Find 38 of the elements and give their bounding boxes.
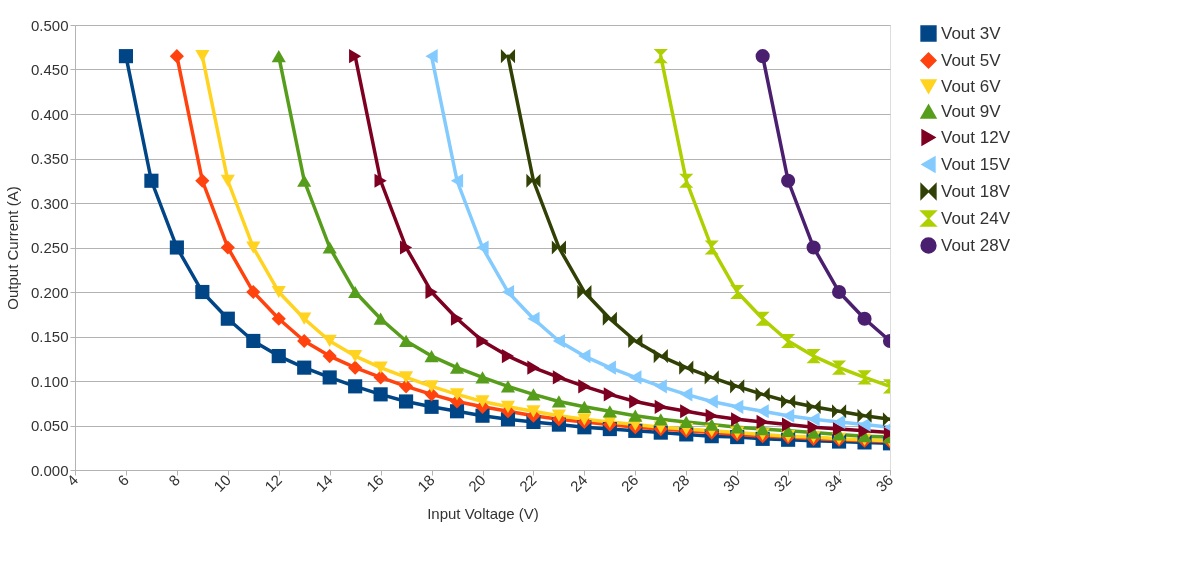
legend-label: Vout 28V: [941, 235, 1011, 255]
x-tick-label: 10: [210, 471, 234, 495]
y-tick-label: 0.000: [30, 461, 69, 479]
y-tick-label: 0.250: [30, 239, 69, 256]
x-tick-label: 14: [312, 471, 336, 495]
x-tick-label: 28: [668, 471, 693, 495]
x-tick-label: 26: [617, 471, 642, 495]
x-tick-label: 18: [413, 471, 438, 495]
x-tick-label: 8: [165, 471, 184, 490]
legend-label: Vout 12V: [941, 127, 1011, 147]
y-tick-label: 0.350: [30, 150, 69, 167]
y-axis-title: Output Current (A): [3, 186, 21, 310]
x-tick-label: 36: [872, 471, 897, 495]
x-tick-label: 12: [261, 471, 285, 495]
x-tick-label: 34: [821, 471, 846, 495]
y-tick-label: 0.450: [30, 61, 69, 78]
x-tick-label: 30: [719, 471, 744, 495]
legend-label: Vout 3V: [941, 23, 1002, 43]
x-tick-label: 16: [362, 471, 387, 495]
legend-label: Vout 24V: [941, 208, 1011, 228]
y-tick-label: 0.300: [30, 194, 69, 212]
legend-label: Vout 15V: [941, 154, 1011, 174]
legend-label: Vout 18V: [941, 181, 1011, 201]
x-tick-label: 24: [566, 471, 591, 495]
legend-label: Vout 9V: [941, 101, 1002, 121]
y-tick-label: 0.200: [30, 283, 69, 301]
legend-label: Vout 6V: [941, 76, 1002, 96]
y-tick-label: 0.100: [30, 372, 69, 390]
legend-label: Vout 5V: [941, 50, 1002, 70]
x-tick-label: 22: [515, 471, 540, 495]
y-tick-label: 0.150: [30, 328, 69, 345]
y-tick-label: 0.050: [30, 417, 69, 434]
y-tick-label: 0.400: [30, 105, 69, 123]
x-tick-label: 6: [114, 471, 133, 490]
y-tick-label: 0.500: [30, 16, 69, 34]
x-tick-label: 32: [770, 471, 795, 495]
x-tick-label: 20: [464, 471, 489, 495]
x-axis-title: Input Voltage (V): [427, 504, 539, 522]
